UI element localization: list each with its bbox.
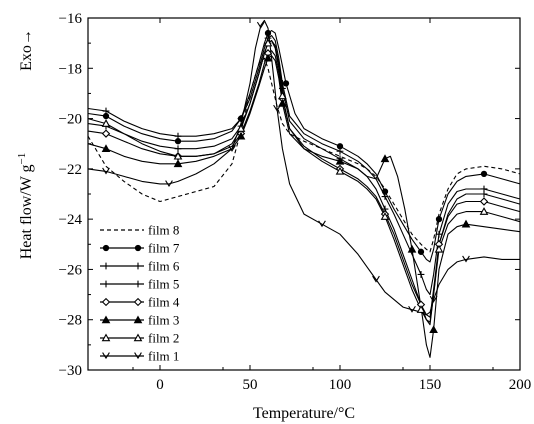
data-point-film-7 [417, 248, 425, 255]
data-point-film-6 [336, 147, 344, 155]
legend-marker [102, 244, 110, 252]
data-point-film-1 [102, 167, 110, 175]
y-axis-title: Heat flow/W g−1 [16, 153, 35, 260]
series-line-film-6 [87, 35, 521, 296]
legend-marker [133, 333, 143, 342]
x-tick-label: 0 [156, 377, 164, 393]
series-line-film-2 [87, 40, 521, 323]
data-point-film-1 [429, 295, 438, 303]
legend-label: film 4 [148, 295, 180, 310]
legend-marker [134, 280, 142, 288]
data-point-film-2 [479, 207, 489, 215]
legend-marker [134, 352, 142, 360]
y-tick-label: −20 [59, 112, 82, 128]
axis-ticks: 0 50 100 150 200 −30 −28 −26 −24 −22 −20 −18 −16 [59, 11, 532, 393]
x-tick-label: 50 [243, 377, 258, 393]
legend-marker [102, 280, 110, 288]
y-tick-label: −24 [59, 212, 83, 228]
legend-marker [102, 352, 110, 360]
x-tick-label: 100 [329, 377, 352, 393]
series-line-film-1 [87, 19, 520, 316]
legend-label: film 2 [148, 331, 179, 346]
x-tick-label: 200 [509, 377, 532, 393]
data-point-film-6 [174, 132, 182, 140]
legend-marker [134, 262, 142, 270]
data-point-film-5 [480, 190, 488, 198]
data-point-film-3 [429, 325, 438, 334]
data-point-film-1 [372, 275, 380, 283]
data-point-film-2 [335, 166, 345, 175]
data-point-film-1 [228, 145, 236, 152]
data-point-film-7 [435, 215, 443, 223]
data-point-film-6 [381, 193, 389, 200]
y-tick-label: −26 [59, 262, 83, 278]
series-line-film-8 [87, 57, 521, 253]
data-point-film-1 [273, 104, 281, 112]
series-markers [101, 21, 489, 334]
data-point-film-3 [278, 98, 287, 107]
data-point-film-5 [279, 85, 286, 92]
data-point-film-3 [101, 144, 111, 153]
data-point-film-3 [263, 53, 273, 62]
legend-marker [101, 333, 111, 342]
legend: film 8 film 7 film 6 film 5 film 4 film 3 film… [100, 223, 180, 364]
data-point-film-3 [407, 244, 417, 253]
legend-label: film 5 [148, 277, 179, 292]
legend-marker [101, 297, 111, 307]
legend-marker [102, 262, 110, 270]
data-point-film-1 [256, 21, 265, 29]
data-point-film-6 [237, 115, 245, 122]
y-tick-label: −18 [59, 61, 82, 77]
legend-marker [134, 244, 142, 252]
data-point-film-4 [479, 197, 489, 206]
series-lines [87, 19, 521, 358]
legend-label: film 6 [148, 259, 180, 274]
data-point-film-1 [408, 305, 416, 313]
y-tick-label: −22 [59, 162, 82, 178]
data-point-film-2 [173, 151, 183, 160]
data-point-film-2 [434, 244, 444, 253]
legend-marker [133, 297, 143, 307]
legend-marker [101, 315, 111, 324]
data-point-film-7 [480, 170, 488, 178]
exo-direction-label: Exo→ [18, 29, 35, 71]
data-point-film-6 [102, 107, 110, 115]
data-point-film-5 [174, 145, 182, 153]
data-point-film-2 [263, 38, 273, 47]
data-point-film-1 [462, 255, 470, 263]
data-point-film-3 [380, 154, 390, 163]
series-line-film-3 [87, 55, 521, 358]
legend-marker [133, 315, 143, 324]
data-point-film-2 [380, 212, 390, 220]
data-point-film-3 [461, 219, 471, 228]
data-point-film-6 [435, 230, 443, 238]
data-point-film-2 [101, 119, 111, 127]
legend-label: film 8 [148, 223, 179, 238]
data-point-film-3 [335, 156, 345, 165]
y-tick-label: −28 [59, 313, 82, 329]
data-point-film-4 [101, 129, 111, 138]
data-point-film-2 [416, 305, 426, 313]
x-axis-title: Temperature/°C [253, 405, 355, 422]
legend-label: film 3 [148, 313, 179, 328]
legend-label: film 7 [148, 241, 180, 256]
legend-label: film 1 [148, 349, 179, 364]
data-point-film-1 [318, 220, 326, 228]
y-axis-title-superscript: −1 [16, 153, 28, 165]
data-point-film-2 [236, 124, 246, 132]
y-tick-label: −16 [59, 11, 83, 27]
y-axis-title-main: Heat flow/W g [18, 164, 35, 259]
x-tick-label: 150 [419, 377, 442, 393]
data-point-film-2 [278, 91, 287, 100]
data-point-film-6 [417, 271, 425, 278]
data-point-film-3 [236, 131, 246, 140]
data-point-film-1 [165, 180, 173, 188]
y-tick-label: −30 [59, 363, 82, 379]
data-point-film-3 [173, 159, 183, 168]
